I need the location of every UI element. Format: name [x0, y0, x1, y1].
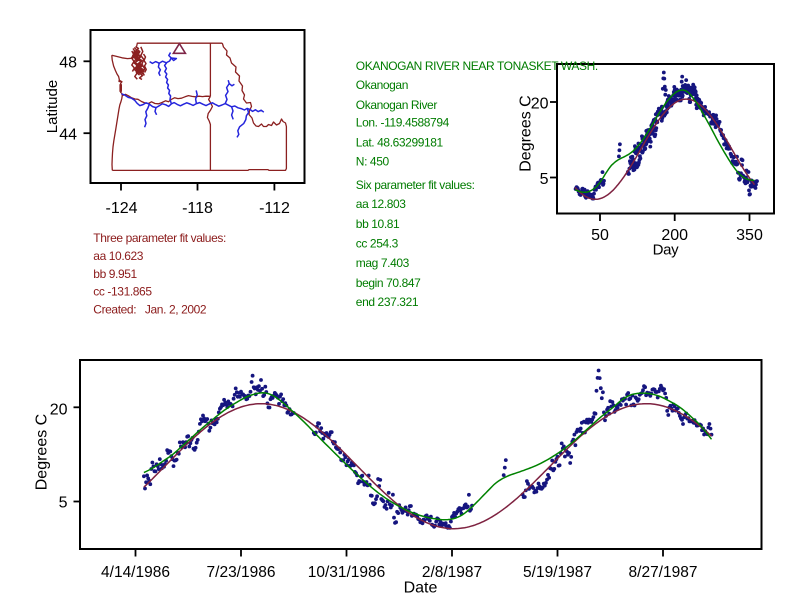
svg-text:aa 10.623: aa 10.623	[93, 249, 144, 263]
svg-text:4/14/1986: 4/14/1986	[101, 564, 170, 581]
svg-text:10/31/1986: 10/31/1986	[308, 564, 386, 581]
svg-text:Degrees C: Degrees C	[34, 414, 51, 490]
svg-text:begin 70.847: begin 70.847	[356, 276, 421, 290]
svg-text:20: 20	[531, 95, 549, 112]
svg-text:5/19/1987: 5/19/1987	[523, 564, 592, 581]
svg-text:aa 12.803: aa 12.803	[356, 197, 407, 211]
svg-text:Lat. 48.63299181: Lat. 48.63299181	[356, 136, 444, 150]
svg-text:350: 350	[736, 227, 763, 244]
svg-text:20: 20	[50, 401, 68, 418]
svg-text:2/8/1987: 2/8/1987	[422, 564, 482, 581]
svg-text:-118: -118	[182, 200, 213, 217]
svg-text:Okanogan: Okanogan	[356, 78, 408, 92]
svg-text:Day: Day	[653, 242, 680, 259]
svg-text:50: 50	[591, 227, 609, 244]
svg-text:48: 48	[59, 55, 77, 72]
svg-text:5: 5	[59, 494, 68, 511]
svg-text:44: 44	[59, 127, 77, 144]
svg-text:OKANOGAN RIVER NEAR TONASKET W: OKANOGAN RIVER NEAR TONASKET WASH.	[356, 59, 598, 73]
svg-text:bb 10.81: bb 10.81	[356, 217, 400, 231]
svg-text:7/23/1986: 7/23/1986	[207, 564, 276, 581]
svg-text:Created: Jan. 2, 2002: Created: Jan. 2, 2002	[93, 302, 207, 316]
svg-text:bb 9.951: bb 9.951	[93, 267, 137, 281]
svg-text:Lon. -119.4588794: Lon. -119.4588794	[356, 116, 450, 130]
svg-text:Degrees C: Degrees C	[518, 95, 535, 171]
svg-text:cc 254.3: cc 254.3	[356, 237, 399, 251]
svg-text:200: 200	[661, 227, 688, 244]
svg-text:cc -131.865: cc -131.865	[93, 285, 152, 299]
svg-text:N: 450: N: 450	[356, 154, 390, 168]
svg-text:end 237.321: end 237.321	[356, 295, 419, 309]
svg-text:Okanogan River: Okanogan River	[356, 98, 438, 112]
svg-text:-112: -112	[259, 200, 290, 217]
svg-text:Latitude: Latitude	[44, 80, 61, 133]
svg-text:8/27/1987: 8/27/1987	[629, 564, 698, 581]
svg-text:Six parameter fit values:: Six parameter fit values:	[356, 178, 475, 192]
svg-text:Three parameter fit values:: Three parameter fit values:	[93, 231, 226, 245]
svg-text:Date: Date	[404, 579, 438, 596]
svg-text:mag 7.403: mag 7.403	[356, 256, 410, 270]
svg-text:-124: -124	[105, 200, 137, 217]
svg-text:5: 5	[540, 171, 549, 188]
